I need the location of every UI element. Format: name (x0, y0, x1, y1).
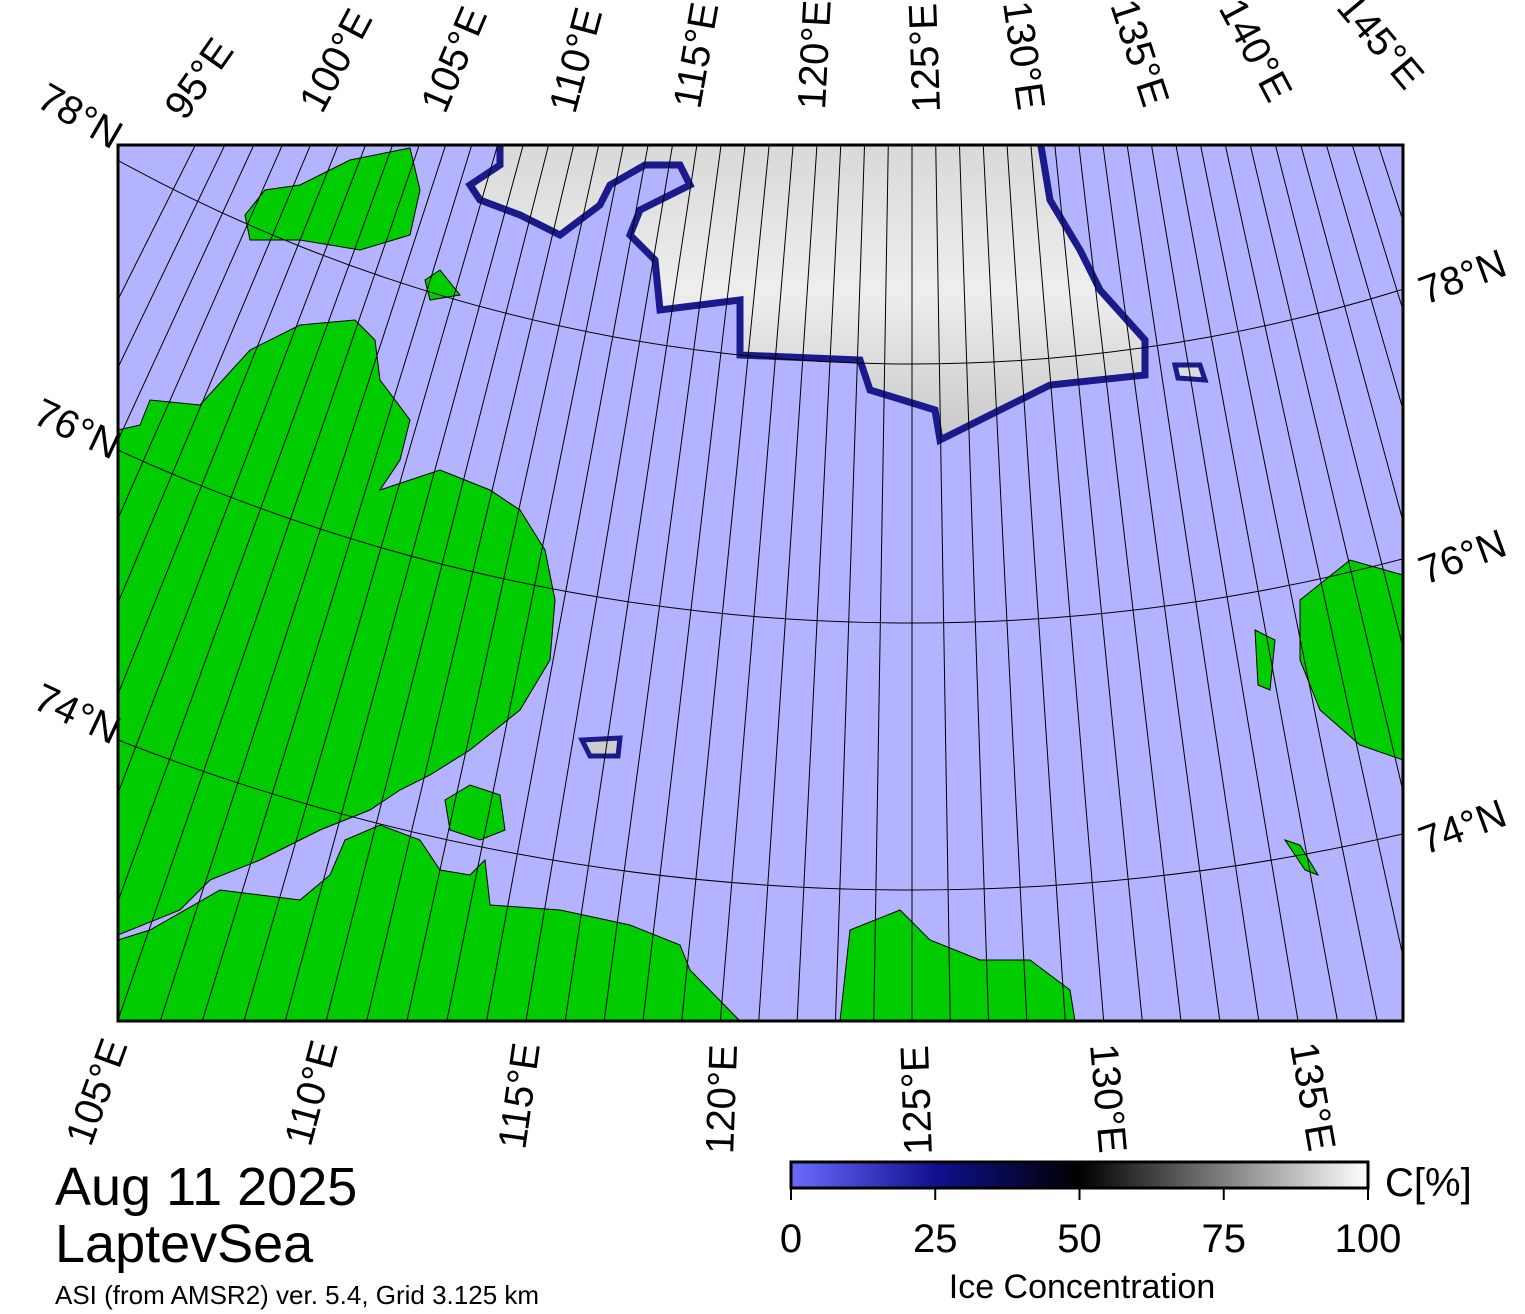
graticule-label: 115°E (491, 1040, 549, 1152)
meridian-line (935, 145, 951, 1021)
meridian-line (719, 145, 794, 1021)
colorbar: C[%] Ice Concentration 0 25 50 75 100 (780, 1160, 1472, 1306)
graticule-label: 120°E (698, 1044, 746, 1155)
sea-ice (578, 735, 623, 759)
meridian-line (681, 145, 770, 1021)
meridian-line (834, 145, 866, 1021)
graticule-label: 78°N (1413, 242, 1512, 314)
meridian-line (1249, 145, 1403, 794)
meridian-line (284, 145, 524, 1021)
land (444, 784, 506, 841)
meridian-line (603, 145, 722, 1021)
meridian-line (1078, 145, 1182, 1021)
meridian-line (1150, 145, 1299, 1021)
meridian-line (958, 145, 990, 1021)
graticule-label: 125°E (893, 1045, 941, 1156)
meridian-line (406, 145, 600, 1021)
meridian-line (1390, 30, 1525, 1158)
meridian-line (159, 145, 447, 1021)
meridian-line (201, 145, 473, 1021)
colorbar-tick-label: 50 (1057, 1217, 1102, 1261)
colorbar-label: Ice Concentration (949, 1268, 1216, 1306)
graticule-label: 74°N (1413, 792, 1512, 864)
graticule-label: 140°E (1210, 0, 1300, 109)
meridian-line (758, 145, 818, 1021)
land (839, 909, 1076, 1021)
meridian-line (1030, 145, 1105, 1021)
meridian-line (118, 145, 312, 605)
graticule-label: 105°E (413, 1, 496, 119)
meridian-line (796, 145, 842, 1021)
colorbar-tick-label: 100 (1335, 1217, 1402, 1261)
graticule-label: 105°E (58, 1033, 137, 1151)
meridian-line (525, 145, 674, 1021)
meridian-line (1126, 145, 1260, 1021)
meridian-line (118, 145, 367, 795)
land (1299, 559, 1403, 761)
graticule-label: 125°E (901, 2, 949, 113)
graticule-label: 120°E (790, 0, 840, 110)
meridian-line (485, 145, 649, 1021)
land (1283, 839, 1320, 876)
source-note: ASI (from AMSR2) ver. 5.4, Grid 3.125 km (55, 1280, 539, 1310)
colorbar-unit: C[%] (1385, 1161, 1472, 1205)
meridian-line (118, 145, 339, 696)
colorbar-tick-label: 25 (913, 1217, 958, 1261)
graticule-label: 95°E (156, 31, 242, 128)
land (118, 319, 556, 936)
meridian-line (982, 145, 1028, 1021)
land (1254, 629, 1276, 691)
meridian-line (243, 145, 499, 1021)
meridian-line (118, 145, 255, 442)
graticule-label: 76°N (1413, 522, 1512, 594)
meridian-line (1054, 145, 1143, 1021)
meridian-line (1351, 145, 1403, 312)
graticule-label: 76°N (27, 391, 127, 469)
meridian-line (325, 145, 550, 1021)
meridian-line (1175, 145, 1339, 1021)
meridian-line (118, 145, 226, 369)
meridian-line (1224, 145, 1403, 959)
meridian-line (1274, 145, 1403, 650)
land (424, 269, 461, 301)
graticule-label: 130°E (994, 0, 1053, 113)
graticule-label: 135°E (1281, 1039, 1343, 1154)
graticule-label: 78°N (30, 75, 129, 158)
graticule-label: 115°E (666, 0, 728, 112)
graticule-label: 110°E (541, 3, 611, 117)
graticule-label: 135°E (1101, 0, 1177, 112)
region-title: LaptevSea (55, 1214, 314, 1274)
colorbar-gradient (789, 1160, 1370, 1190)
graticule-label: 74°N (27, 676, 127, 754)
map-frame (116, 143, 1405, 1023)
meridian-line (1200, 145, 1378, 1021)
graticule-label: 100°E (291, 2, 381, 119)
graticule-label: 110°E (277, 1036, 347, 1150)
meridian-line (564, 145, 698, 1021)
colorbar-tick-label: 75 (1202, 1217, 1247, 1261)
meridian-line (118, 145, 420, 1021)
meridian-line (1102, 145, 1221, 1021)
graticule-label: 130°E (1081, 1042, 1134, 1155)
meridian-line (366, 145, 575, 1021)
meridian-line (118, 145, 283, 520)
meridian-line (446, 145, 624, 1021)
colorbar-tick-label: 0 (780, 1217, 802, 1261)
meridian-line (1325, 145, 1403, 412)
date-title: Aug 11 2025 (55, 1157, 357, 1217)
graticule-label: 145°E (1328, 0, 1432, 98)
meridian-line (118, 145, 394, 903)
meridian-line (873, 145, 889, 1021)
meridian-line (1300, 145, 1403, 524)
meridian-line (1006, 145, 1066, 1021)
meridian-line (642, 145, 746, 1021)
